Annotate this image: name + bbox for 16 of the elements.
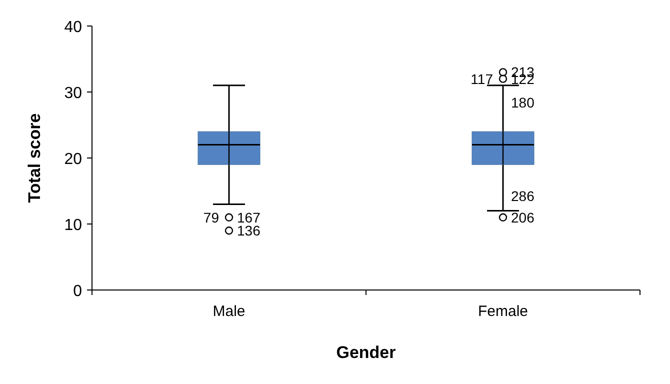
annotation: 206 <box>511 209 535 226</box>
x-tick-label: Female <box>478 303 528 320</box>
y-tick-label: 40 <box>64 19 82 36</box>
y-axis-title: Total score <box>25 113 44 203</box>
annotation: 117 <box>470 70 494 87</box>
x-tick-label: Male <box>212 303 246 320</box>
y-tick-label: 10 <box>64 217 82 234</box>
y-tick-label: 20 <box>64 151 82 168</box>
annotation: 167 <box>237 209 261 226</box>
annotation: 180 <box>511 94 535 110</box>
annotation: 79 <box>203 209 220 226</box>
annotation: 286 <box>511 188 535 204</box>
y-tick-label: 0 <box>73 283 82 300</box>
x-axis-title: Gender <box>336 343 396 362</box>
y-tick-label: 30 <box>64 85 82 102</box>
annotation: 136 <box>237 222 261 239</box>
